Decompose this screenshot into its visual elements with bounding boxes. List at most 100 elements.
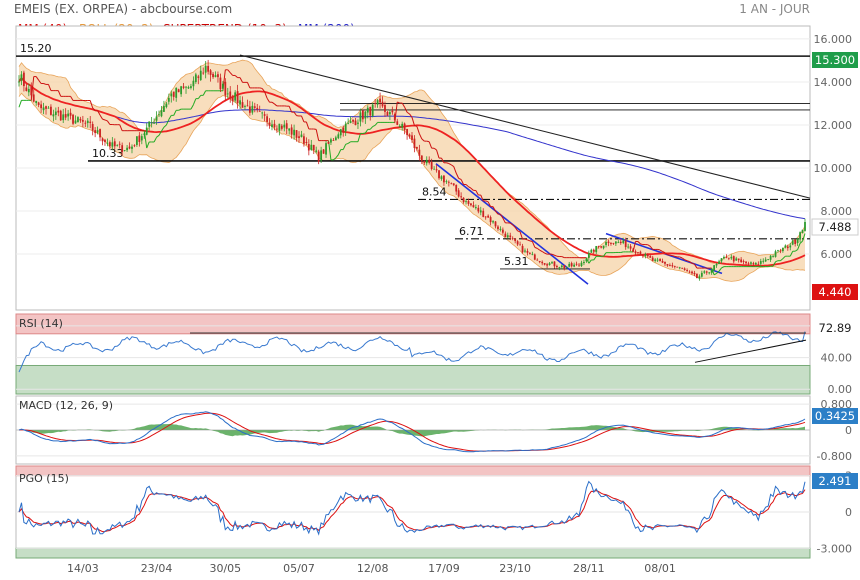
supertrend-segment [679,256,683,259]
candle-body [271,124,273,127]
supertrend-segment [119,124,123,131]
supertrend-segment [718,267,722,272]
supertrend-segment [519,231,524,240]
candle-body [40,104,43,109]
candle-body [688,271,691,273]
supertrend-segment [694,263,698,269]
supertrend-segment [485,200,489,203]
supertrend-segment [691,262,695,265]
candle-body [229,91,232,99]
candle-body [123,150,126,151]
price-y-tick-0: 16.000 [814,33,853,46]
candle-body [705,271,708,273]
supertrend-segment [436,149,440,159]
candle-body [474,207,477,209]
candle-body [99,129,101,138]
candle-body [801,229,804,233]
candle-body [575,263,578,265]
candle-body [430,162,433,170]
x-tick-5: 17/09 [428,562,460,575]
candle-body [330,139,332,143]
pgo-badge [812,473,858,489]
candle-body [730,256,733,259]
supertrend-segment [18,100,22,108]
price-panel: 16.000 14.000 12.000 10.000 8.000 6.000 15.20 1… [15,25,853,311]
candle-body [558,267,561,269]
candle-body [735,258,738,261]
last-price-badge-label: 7.488 [819,220,852,234]
candle-body [661,260,664,263]
supertrend-segment [495,210,499,215]
candle-body [531,253,534,255]
candle-body [315,150,318,152]
candle-body [266,116,268,122]
supertrend-segment [305,121,310,130]
candle-body [293,129,295,136]
candle-body [35,100,38,103]
candle-body [37,102,40,105]
pgo-y-tick-1: 0 [845,506,852,519]
candle-body [273,123,276,128]
candle-body [789,245,792,248]
candle-body [393,114,396,121]
candle-body [388,112,391,115]
candle-body [263,114,266,116]
supertrend-segment [780,258,784,262]
candle-body [460,196,463,198]
candle-body [197,76,200,78]
supertrend-segment [264,91,268,99]
candle-body [104,139,106,142]
rsi-badge [812,320,858,336]
candle-body [50,106,52,115]
candle-body [747,263,750,265]
supertrend-segment [397,101,400,104]
candle-body [641,255,644,257]
level-label-4: 8.54 [422,185,447,198]
pgo-line [18,480,806,536]
supertrend-segment [92,107,96,111]
candle-body [506,235,509,238]
candle-body [69,112,72,116]
candle-body [303,136,305,144]
candle-body [425,159,428,164]
supertrend-segment [271,101,275,105]
supertrend-segment [301,115,305,123]
candle-body [673,266,676,267]
candle-body [659,259,661,262]
pgo-title: PGO (15) [19,472,69,485]
supertrend-segment [35,76,40,81]
supertrend-segment [721,266,725,269]
candle-body [781,248,784,252]
supertrend-segment [681,257,685,261]
candle-body [423,160,426,163]
candle-body [280,125,283,129]
candle-body [764,259,767,262]
candle-body [610,242,612,244]
candle-body [686,270,688,271]
supertrend-segment [534,246,538,249]
candle-body [639,251,642,256]
supertrend-segment [163,124,167,128]
supertrend-segment [337,149,342,155]
supertrend-segment [261,88,266,93]
candle-body [106,142,109,144]
candle-body [713,265,716,271]
mm40-line [18,76,806,267]
candle-body [484,216,487,218]
supertrend-segment [672,255,675,257]
macd-signal-line [18,412,806,452]
candle-body [723,256,725,259]
macd-y-tick-1: 0 [845,424,852,437]
candle-body [479,210,482,213]
resistance-badge-label: 15.300 [815,53,855,67]
candle-body [128,146,131,149]
candle-body [455,184,458,192]
candle-body [804,222,806,231]
supertrend-segment [234,75,238,78]
candle-body [177,89,180,93]
supertrend-segment [713,272,717,276]
candle-body [91,123,94,131]
pgo-oversold-zone [15,547,811,559]
x-tick-7: 28/11 [573,562,605,575]
candle-body [401,123,404,128]
